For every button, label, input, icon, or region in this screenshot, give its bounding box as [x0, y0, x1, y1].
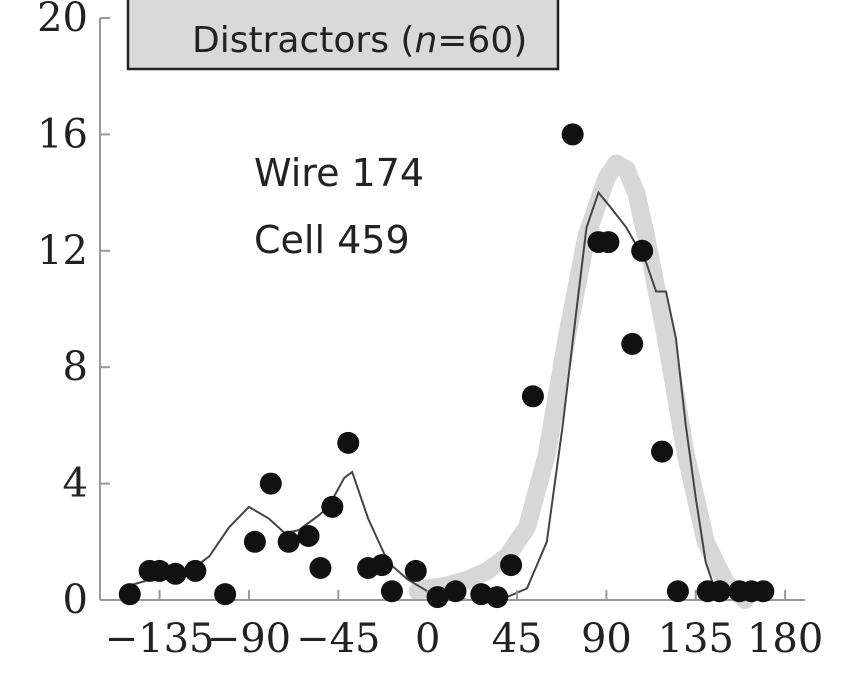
- data-point: [297, 524, 320, 547]
- y-tick-label: 0: [63, 577, 88, 623]
- data-point: [164, 562, 187, 585]
- data-point: [243, 530, 266, 553]
- data-point: [380, 580, 403, 603]
- data-point: [666, 580, 689, 603]
- y-tick-label: 8: [63, 344, 88, 390]
- legend-box: [126, 0, 560, 71]
- x-tick-label: 135: [658, 616, 734, 662]
- smoothed-band-path: [408, 154, 755, 609]
- annotation-cell: Cell 459: [254, 218, 410, 262]
- data-point: [486, 586, 509, 609]
- data-point: [651, 440, 674, 463]
- legend: Distractors (n=60): [126, 0, 560, 71]
- legend-label-suffix: =60): [437, 20, 527, 61]
- data-point: [337, 431, 360, 454]
- data-point: [631, 239, 654, 262]
- data-point: [404, 559, 427, 582]
- data-point: [371, 554, 393, 577]
- y-tick-label: 4: [63, 461, 88, 507]
- x-ticks: −135−90 −45 0 45 90 135 180: [105, 590, 823, 662]
- annotation-wire: Wire 174: [254, 151, 424, 195]
- y-tick-label: 12: [37, 228, 88, 274]
- data-point: [309, 556, 332, 579]
- data-point: [521, 385, 544, 408]
- smoothed-distractor-band: [408, 154, 755, 609]
- x-tick-label: 90: [581, 616, 632, 662]
- y-tick-label: 20: [37, 0, 88, 41]
- y-tick-label: 16: [37, 111, 88, 157]
- data-point: [118, 583, 141, 606]
- x-tick-label: −45: [296, 616, 380, 662]
- legend-label-n: n: [414, 20, 437, 61]
- data-point: [259, 472, 282, 495]
- data-point: [597, 231, 620, 254]
- data-point: [426, 586, 449, 609]
- legend-label-prefix: Distractors (: [192, 20, 414, 61]
- data-point: [214, 583, 237, 606]
- data-point: [321, 495, 344, 518]
- x-tick-label: 0: [415, 616, 440, 662]
- data-point: [708, 580, 731, 603]
- data-point: [184, 559, 207, 582]
- data-point: [277, 530, 300, 553]
- data-point: [561, 123, 584, 146]
- data-point: [752, 580, 775, 603]
- data-point: [621, 332, 644, 355]
- data-point: [444, 580, 467, 603]
- x-tick-label: 180: [747, 616, 823, 662]
- x-tick-label: −90: [207, 616, 291, 662]
- y-ticks: 0 4 8 12 16 20: [37, 0, 110, 623]
- x-tick-label: 45: [492, 616, 543, 662]
- data-points: [118, 123, 775, 609]
- data-point: [500, 554, 523, 577]
- x-tick-label: −135: [105, 616, 215, 662]
- legend-label: Distractors (n=60): [192, 20, 527, 61]
